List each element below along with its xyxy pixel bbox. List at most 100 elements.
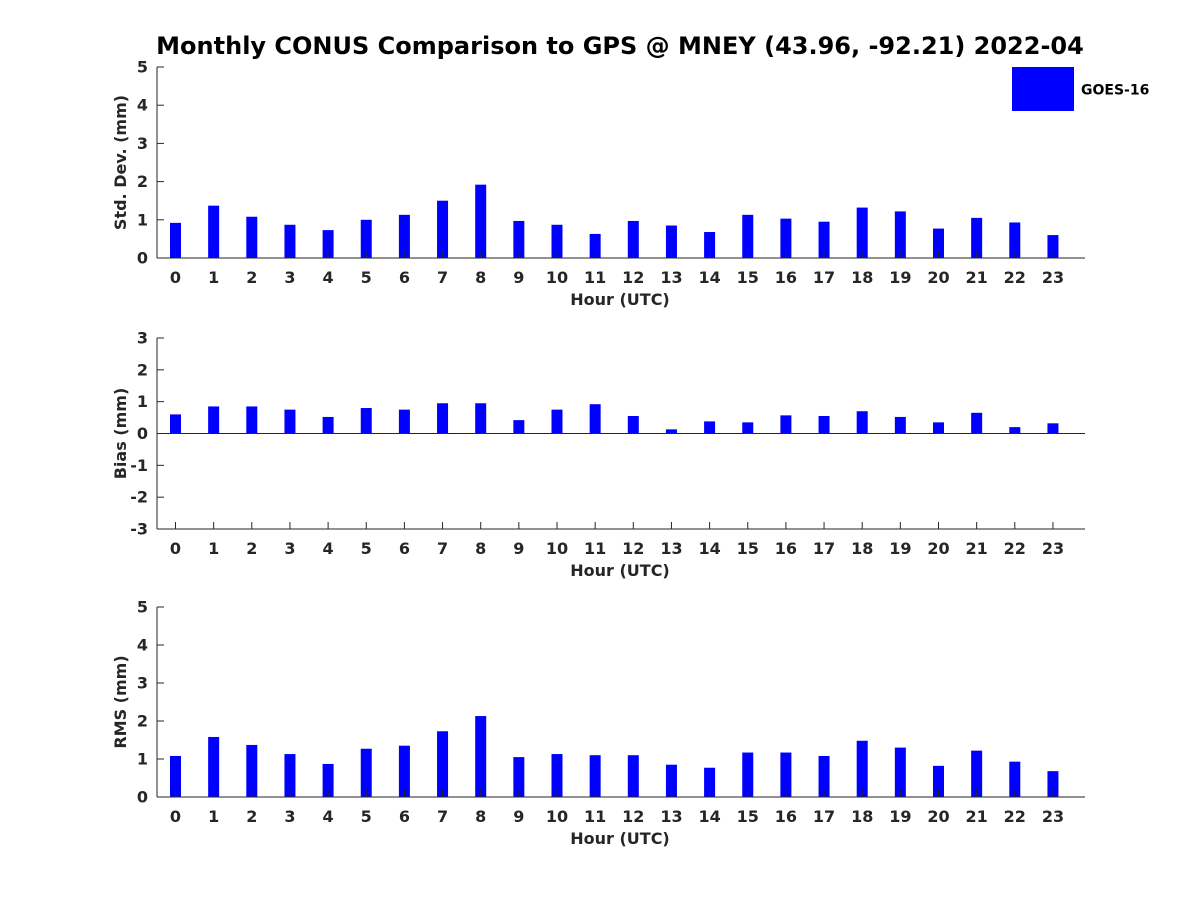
- x-tick-label: 21: [966, 268, 988, 287]
- bar-panel2-hour-16: [780, 415, 792, 434]
- x-tick-label: 0: [170, 268, 181, 287]
- bar-panel1-hour-0: [170, 222, 181, 258]
- x-tick-label: 17: [813, 539, 835, 558]
- bar-panel3-hour-3: [284, 754, 296, 797]
- bar-panel3-hour-1: [208, 736, 220, 797]
- x-tick-label: 20: [927, 539, 949, 558]
- x-tick-label: 1: [208, 807, 219, 826]
- x-tick-label: 22: [1004, 807, 1026, 826]
- y-tick-label: 0: [137, 424, 148, 443]
- x-tick-label: 0: [170, 807, 181, 826]
- bar-panel2-hour-8: [475, 403, 487, 434]
- y-axis-label: RMS (mm): [111, 655, 130, 748]
- x-tick-label: 21: [966, 807, 988, 826]
- x-tick-label: 18: [851, 807, 873, 826]
- x-tick-label: 19: [889, 807, 911, 826]
- bar-panel1-hour-15: [742, 214, 754, 258]
- x-tick-label: 5: [361, 807, 372, 826]
- x-tick-label: 4: [323, 539, 334, 558]
- bar-panel1-hour-9: [513, 220, 525, 258]
- bar-panel2-hour-19: [894, 416, 906, 434]
- bar-panel1-hour-18: [856, 207, 868, 258]
- bar-panel1-hour-14: [704, 232, 716, 258]
- x-tick-label: 20: [927, 807, 949, 826]
- x-tick-label: 6: [399, 807, 410, 826]
- bar-panel1-hour-5: [360, 219, 372, 258]
- bar-panel3-hour-9: [513, 757, 525, 797]
- y-tick-label: 2: [137, 360, 148, 379]
- x-tick-label: 14: [698, 539, 720, 558]
- bar-panel3-hour-13: [665, 764, 677, 797]
- bar-panel3-hour-17: [818, 755, 830, 797]
- x-tick-label: 8: [475, 268, 486, 287]
- bar-panel3-hour-2: [246, 744, 258, 797]
- bar-panel2-hour-2: [246, 406, 258, 434]
- bar-panel1-hour-22: [1009, 222, 1021, 258]
- x-tick-label: 2: [246, 268, 257, 287]
- y-tick-label: 5: [137, 58, 148, 77]
- bar-panel3-hour-0: [170, 755, 181, 797]
- x-tick-label: 13: [660, 807, 682, 826]
- y-tick-label: 1: [137, 210, 148, 229]
- y-axis-label: Bias (mm): [111, 388, 130, 480]
- x-tick-label: 20: [927, 268, 949, 287]
- x-tick-label: 23: [1042, 268, 1064, 287]
- x-tick-label: 14: [698, 807, 720, 826]
- x-axis-label: Hour (UTC): [570, 290, 670, 309]
- x-tick-label: 17: [813, 268, 835, 287]
- bar-panel3-hour-20: [933, 765, 944, 797]
- x-tick-label: 10: [546, 807, 568, 826]
- x-tick-label: 3: [284, 539, 295, 558]
- bar-panel1-hour-20: [933, 228, 944, 258]
- y-tick-label: 5: [137, 598, 148, 617]
- bar-panel2-hour-9: [513, 420, 525, 434]
- bar-panel2-hour-7: [437, 403, 449, 434]
- y-tick-label: 2: [137, 712, 148, 731]
- bar-panel2-hour-14: [704, 421, 716, 434]
- legend: GOES-16: [1012, 67, 1149, 111]
- bar-panel2-hour-17: [818, 415, 830, 434]
- x-tick-label: 12: [622, 539, 644, 558]
- bar-panel3-hour-4: [322, 763, 334, 797]
- x-tick-label: 23: [1042, 807, 1064, 826]
- x-tick-label: 9: [513, 807, 524, 826]
- bar-panel3-hour-11: [589, 755, 601, 797]
- x-tick-label: 2: [246, 807, 257, 826]
- bar-panel3-hour-22: [1009, 761, 1021, 797]
- bar-panel1-hour-19: [894, 211, 906, 258]
- x-tick-label: 1: [208, 539, 219, 558]
- x-tick-label: 22: [1004, 539, 1026, 558]
- bar-panel1-hour-6: [398, 214, 410, 258]
- bar-panel1-hour-7: [437, 200, 449, 258]
- x-tick-label: 21: [966, 539, 988, 558]
- bar-panel1-hour-2: [246, 216, 258, 258]
- bar-panel1-hour-3: [284, 224, 296, 258]
- x-tick-label: 16: [775, 807, 797, 826]
- x-axis-label: Hour (UTC): [570, 829, 670, 848]
- bar-panel3-hour-19: [894, 747, 906, 797]
- bar-panel3-hour-7: [437, 731, 449, 797]
- bar-panel2-hour-21: [971, 412, 983, 434]
- bar-panel3-hour-18: [856, 740, 868, 797]
- bar-panel2-hour-0: [170, 414, 181, 434]
- x-tick-label: 11: [584, 539, 606, 558]
- bar-panel2-hour-13: [665, 429, 677, 434]
- x-tick-label: 19: [889, 268, 911, 287]
- x-tick-label: 4: [323, 807, 334, 826]
- x-tick-label: 16: [775, 268, 797, 287]
- bar-panel1-hour-10: [551, 224, 563, 258]
- bar-panel1-hour-8: [475, 184, 487, 258]
- bar-panel2-hour-22: [1009, 427, 1021, 434]
- x-tick-label: 5: [361, 539, 372, 558]
- x-tick-label: 15: [737, 268, 759, 287]
- bar-panel3-hour-14: [704, 767, 716, 797]
- bar-panel3-hour-10: [551, 754, 563, 797]
- x-tick-label: 12: [622, 268, 644, 287]
- bar-panel1-hour-1: [208, 205, 220, 258]
- x-tick-label: 19: [889, 539, 911, 558]
- bar-panel2-hour-1: [208, 406, 220, 434]
- bar-panel3-hour-12: [627, 755, 639, 797]
- bar-panel1-hour-23: [1047, 235, 1059, 258]
